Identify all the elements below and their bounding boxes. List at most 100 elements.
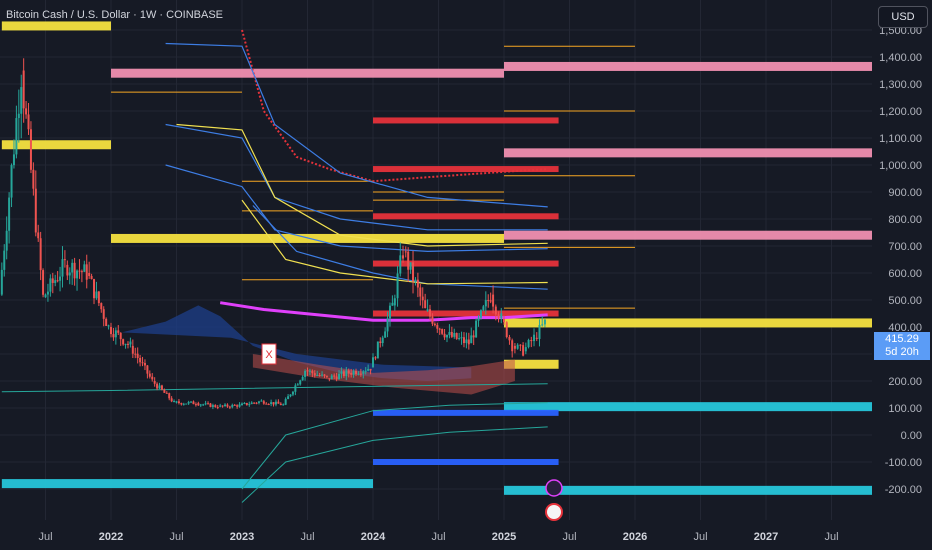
candle-body [233, 404, 236, 406]
candle-body [372, 357, 374, 368]
annotation-box [261, 343, 277, 365]
candle-body [153, 381, 156, 384]
candle-body [472, 335, 475, 338]
zone-blue [373, 459, 559, 465]
candle-body [107, 325, 110, 327]
chart-grid [0, 0, 872, 520]
candle-body [37, 232, 40, 239]
candle-body [335, 376, 338, 380]
candle-body [17, 113, 20, 119]
candle-body [119, 332, 122, 340]
candle-body [253, 402, 256, 404]
last-price-tag: 415.29 5d 20h [874, 332, 930, 360]
candle-body [177, 401, 180, 404]
time-tick-label: Jul [38, 531, 52, 543]
candle-body [267, 403, 270, 405]
time-axis[interactable]: Jul 2022 Jul 2023 Jul 2024 Jul 2025 Jul 2026 Jul 20… [38, 531, 838, 543]
candle-body [199, 404, 202, 406]
candle-body [22, 70, 25, 109]
band-blue [165, 164, 548, 253]
candle-body [66, 264, 69, 276]
candle-body [538, 324, 541, 339]
candle-body [282, 404, 285, 406]
candle-body [511, 340, 514, 352]
price-tick-label: 500.00 [888, 295, 922, 307]
zone-cyan [504, 485, 872, 495]
time-tick-label: 2022 [99, 531, 123, 543]
candle-body [323, 374, 326, 376]
candle-body [117, 330, 120, 333]
price-tick-label: 1,500.00 [879, 25, 922, 37]
candle-body [262, 401, 265, 404]
candle-body [362, 371, 365, 374]
candle-body [386, 318, 389, 332]
candle-body [197, 403, 200, 406]
candle-body [216, 407, 219, 409]
candle-body [399, 255, 402, 274]
candle-body [487, 300, 490, 302]
candle-body [56, 280, 59, 282]
candle-body [479, 310, 482, 318]
candle-body [445, 334, 448, 338]
candle-body [381, 337, 384, 344]
candle-body [431, 316, 434, 324]
candle-body [68, 272, 71, 276]
candle-body [90, 275, 93, 280]
candle-body [475, 320, 478, 338]
currency-button[interactable]: USD [878, 6, 928, 28]
price-axis[interactable]: 1,500.00 1,400.00 1,300.00 1,200.00 1,100.00… [879, 25, 922, 496]
time-tick-label: Jul [562, 531, 576, 543]
price-tick-label: 1,300.00 [879, 79, 922, 91]
candle-body [131, 345, 134, 354]
cloud-red [252, 354, 515, 395]
candle-body [49, 278, 52, 292]
band-green [1, 383, 548, 393]
candle-body [73, 262, 76, 279]
candle-body [318, 374, 321, 376]
zone-pink [111, 68, 504, 78]
bar-countdown: 5d 20h [885, 346, 919, 358]
candle-body [182, 403, 185, 405]
candle-body [388, 305, 391, 319]
candle-body [59, 276, 62, 281]
candle-body [407, 251, 410, 270]
candle-body [308, 370, 311, 372]
candle-body [352, 371, 355, 375]
candle-body [54, 280, 57, 283]
price-tick-label: 200.00 [888, 376, 922, 388]
candle-body [277, 401, 280, 404]
zone-yellow [504, 318, 872, 328]
candle-body [321, 374, 324, 376]
candle-body [391, 302, 394, 306]
candle-body [51, 278, 54, 283]
candle-body [257, 401, 260, 403]
candle-body [61, 259, 64, 277]
candle-body [204, 403, 207, 405]
zone-yellow [504, 359, 559, 369]
candle-body [243, 402, 246, 404]
candle-body [494, 306, 497, 315]
candle-body [32, 169, 35, 189]
candle-body [272, 402, 275, 405]
candle-body [350, 372, 353, 375]
candle-body [231, 404, 234, 408]
candle-body [429, 309, 432, 317]
candle-body [260, 400, 263, 402]
candle-body [433, 323, 436, 326]
zone-pink [504, 230, 872, 240]
candle-body [284, 399, 287, 405]
price-tick-label: 400.00 [888, 322, 922, 334]
parabolic-sar [241, 29, 548, 183]
price-tick-label: 1,200.00 [879, 106, 922, 118]
time-tick-label: Jul [431, 531, 445, 543]
candle-body [0, 269, 3, 295]
candle-body [192, 401, 195, 405]
band-green [241, 402, 548, 490]
candle-body [522, 345, 525, 356]
candle-body [180, 403, 183, 405]
candle-body [291, 391, 294, 395]
candle-body [93, 279, 96, 299]
candle-body [143, 363, 146, 366]
candle-body [484, 300, 487, 307]
